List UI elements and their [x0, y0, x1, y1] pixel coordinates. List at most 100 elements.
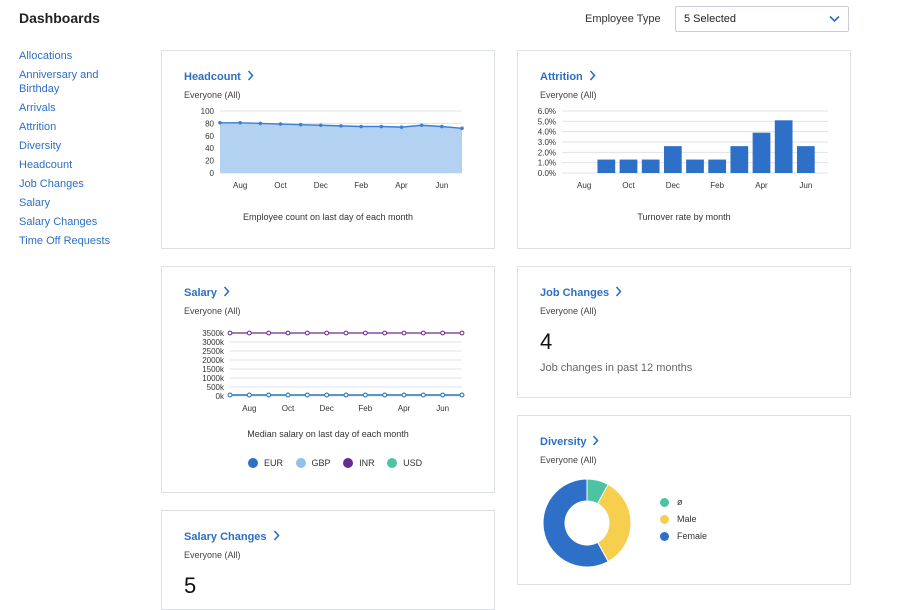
y-tick-label: 20 — [205, 157, 214, 166]
legend-label: Male — [677, 514, 697, 524]
diversity-slice — [542, 478, 609, 568]
inr-point — [246, 330, 252, 336]
y-tick-label: 0 — [210, 169, 215, 178]
inr-point — [382, 330, 388, 336]
eur-swatch — [248, 458, 258, 468]
eur-point — [440, 392, 446, 398]
sidebar-item-salary-changes[interactable]: Salary Changes — [19, 216, 98, 228]
eur-point — [227, 392, 233, 398]
headcount-point — [238, 120, 242, 125]
sidebar-item-anniversary-and-birthday[interactable]: Anniversary and Birthday — [19, 69, 99, 95]
y-tick-label: 1000k — [202, 374, 225, 383]
chevron-right-icon — [223, 286, 230, 297]
legend-item-inr[interactable]: INR — [343, 458, 375, 468]
inr-point — [420, 330, 426, 336]
chevron-right-icon — [273, 530, 280, 541]
headcount-point — [379, 124, 384, 129]
job-changes-card: Job Changes Everyone (All) 4 Job changes… — [517, 266, 851, 398]
x-tick-label: Jun — [436, 404, 449, 413]
legend-label: Female — [677, 531, 708, 541]
inr-point — [401, 330, 407, 336]
job-changes-card-title[interactable]: Job Changes — [540, 286, 622, 299]
job-changes-title-text: Job Changes — [540, 287, 610, 299]
employee-type-label: Employee Type — [585, 13, 661, 25]
eur-point — [459, 392, 465, 398]
diversity-card: Diversity Everyone (All) ø Male Female — [517, 415, 851, 585]
attrition-bar — [796, 146, 815, 173]
y-tick-label: 3.0% — [538, 138, 556, 147]
headcount-card-title[interactable]: Headcount — [184, 70, 254, 83]
inr-point — [227, 330, 233, 336]
y-tick-label: 60 — [205, 132, 214, 141]
usd-swatch — [387, 458, 398, 468]
sidebar-item-allocations[interactable]: Allocations — [19, 50, 73, 62]
eur-point — [285, 392, 291, 398]
headcount-point — [278, 122, 283, 126]
sidebar-item-arrivals[interactable]: Arrivals — [19, 102, 56, 114]
employee-type-value: 5 Selected — [684, 13, 736, 25]
eur-point — [266, 392, 272, 398]
x-tick-label: Apr — [755, 181, 768, 190]
sidebar-nav: Allocations Anniversary and Birthday Arr… — [19, 49, 139, 253]
diversity-legend-item[interactable]: ø — [660, 496, 707, 508]
inr-point — [459, 330, 465, 336]
attrition-bar — [708, 159, 727, 173]
legend-item-eur[interactable]: EUR — [248, 458, 283, 468]
attrition-bar — [752, 132, 771, 173]
job-changes-description: Job changes in past 12 months — [540, 362, 693, 374]
employee-type-select[interactable]: 5 Selected — [675, 6, 849, 32]
salary-card: Salary Everyone (All) 0k 500k 1000k 1500k 20… — [161, 266, 495, 493]
eur-point — [304, 392, 310, 398]
job-changes-count: 4 — [540, 329, 553, 354]
diversity-subtitle: Everyone (All) — [540, 455, 597, 465]
y-tick-label: 2.0% — [538, 148, 556, 157]
headcount-subtitle: Everyone (All) — [184, 90, 241, 100]
attrition-title-text: Attrition — [540, 71, 583, 83]
sidebar-item-headcount[interactable]: Headcount — [19, 159, 73, 171]
legend-swatch — [660, 497, 669, 507]
eur-point — [324, 392, 330, 398]
headcount-card: Headcount Everyone (All) 0 20 40 60 80 100 Aug… — [161, 50, 495, 249]
legend-item-usd[interactable]: USD — [387, 458, 422, 468]
y-tick-label: 0.0% — [538, 169, 556, 178]
chevron-down-icon — [829, 15, 840, 23]
eur-point — [343, 392, 349, 398]
eur-point — [382, 392, 388, 398]
salary-caption: Median salary on last day of each month — [247, 429, 409, 439]
y-tick-label: 6.0% — [538, 107, 556, 116]
sidebar-item-salary[interactable]: Salary — [19, 197, 51, 209]
salary-card-title[interactable]: Salary — [184, 286, 230, 299]
diversity-legend-item[interactable]: Male — [660, 513, 707, 525]
sidebar-item-diversity[interactable]: Diversity — [19, 140, 62, 152]
diversity-legend-item[interactable]: Female — [660, 530, 707, 542]
x-tick-label: Oct — [282, 404, 295, 413]
headcount-caption: Employee count on last day of each month — [242, 212, 414, 222]
page-title: Dashboards — [19, 10, 100, 26]
x-tick-label: Aug — [242, 404, 256, 413]
sidebar-item-job-changes[interactable]: Job Changes — [19, 178, 84, 190]
salary-changes-count: 5 — [184, 573, 197, 598]
diversity-chart — [542, 478, 632, 568]
x-tick-label: Aug — [577, 181, 591, 190]
attrition-bar — [686, 159, 704, 173]
sidebar-item-time-off-requests[interactable]: Time Off Requests — [19, 235, 111, 247]
salary-changes-card: Salary Changes Everyone (All) 5 — [161, 510, 495, 610]
inr-point — [304, 330, 310, 336]
inr-swatch — [343, 458, 354, 468]
x-tick-label: Dec — [314, 181, 328, 190]
attrition-card-title[interactable]: Attrition — [540, 70, 596, 83]
inr-point — [343, 330, 349, 336]
x-tick-label: Oct — [274, 181, 287, 190]
legend-item-gbp[interactable]: GBP — [295, 458, 331, 468]
headcount-point — [298, 122, 303, 127]
diversity-card-title[interactable]: Diversity — [540, 435, 600, 448]
headcount-point — [399, 125, 404, 129]
sidebar-item-attrition[interactable]: Attrition — [19, 121, 57, 133]
y-tick-label: 5.0% — [538, 117, 556, 126]
salary-changes-card-title[interactable]: Salary Changes — [184, 530, 280, 543]
y-tick-label: 0k — [216, 392, 225, 401]
attrition-chart: 0.0%1.0% 2.0%3.0%4.0% 5.0%6.0% Aug Oct Dec Feb… — [538, 107, 828, 190]
headcount-title-text: Headcount — [184, 71, 241, 83]
chevron-right-icon — [593, 435, 600, 446]
x-tick-label: Dec — [320, 404, 334, 413]
